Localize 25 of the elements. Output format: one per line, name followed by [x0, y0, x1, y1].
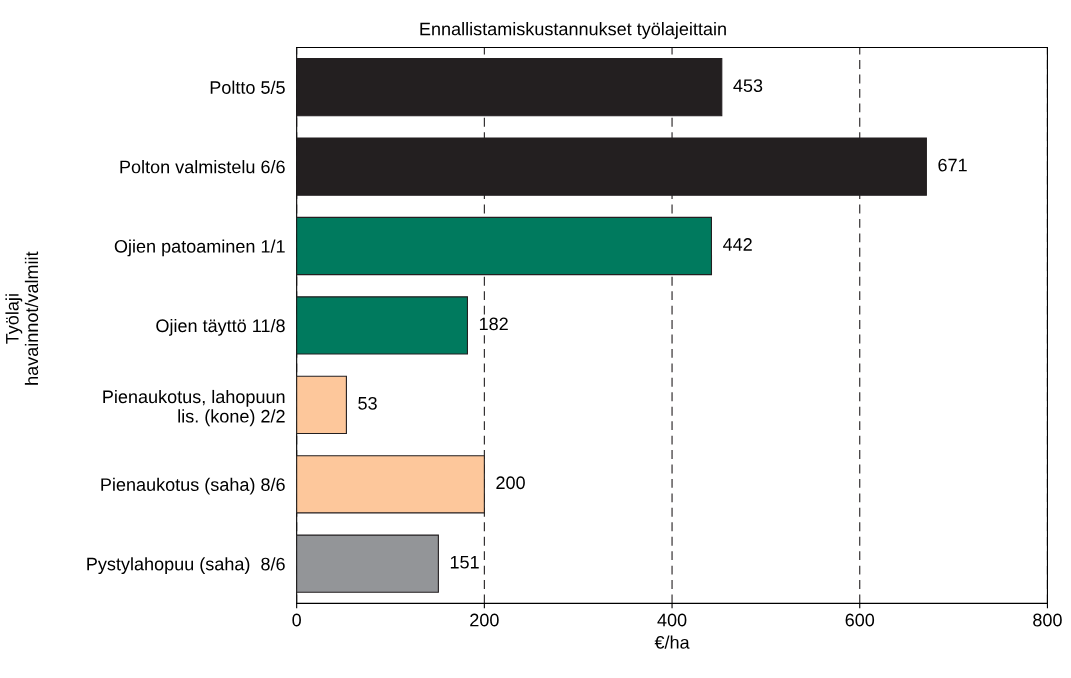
y-tick-label: Ojien patoaminen 1/1: [114, 239, 285, 257]
y-tick-label: Polton valmistelu 6/6: [120, 160, 285, 174]
y-tick-label: Pystylahopuu (saha) 8/6: [87, 557, 285, 574]
bar: [296, 534, 439, 593]
y-tick-label: Ojien täyttö 11/8: [156, 318, 285, 336]
y-tick-label: Pienaukotus, lahopuun lis. (kone) 2/2: [103, 389, 285, 427]
x-tick-label: 0: [292, 613, 301, 627]
x-tick-label: 800: [1033, 613, 1062, 627]
y-tick-label: Pienaukotus (saha) 8/6: [101, 477, 285, 495]
y-tick-label: Poltto 5/5: [210, 80, 285, 94]
x-tick-label: 400: [657, 613, 687, 627]
x-tick-label: 600: [845, 613, 875, 627]
data-label: 182: [479, 317, 508, 331]
x-tick-label: 200: [470, 613, 499, 627]
bar: [296, 375, 347, 435]
y-axis-title: Työlaji havainnot/valmiit: [5, 251, 39, 385]
data-label: 453: [733, 79, 763, 93]
data-label: 53: [358, 396, 377, 410]
chart-title: Ennallistamiskustannukset työlajeittain: [420, 22, 726, 39]
bar: [296, 296, 469, 355]
data-label: 151: [450, 555, 479, 569]
data-label: 671: [938, 158, 967, 172]
data-label: 200: [496, 476, 525, 490]
data-label: 442: [722, 238, 752, 251]
x-axis-title: €/ha: [654, 635, 690, 649]
